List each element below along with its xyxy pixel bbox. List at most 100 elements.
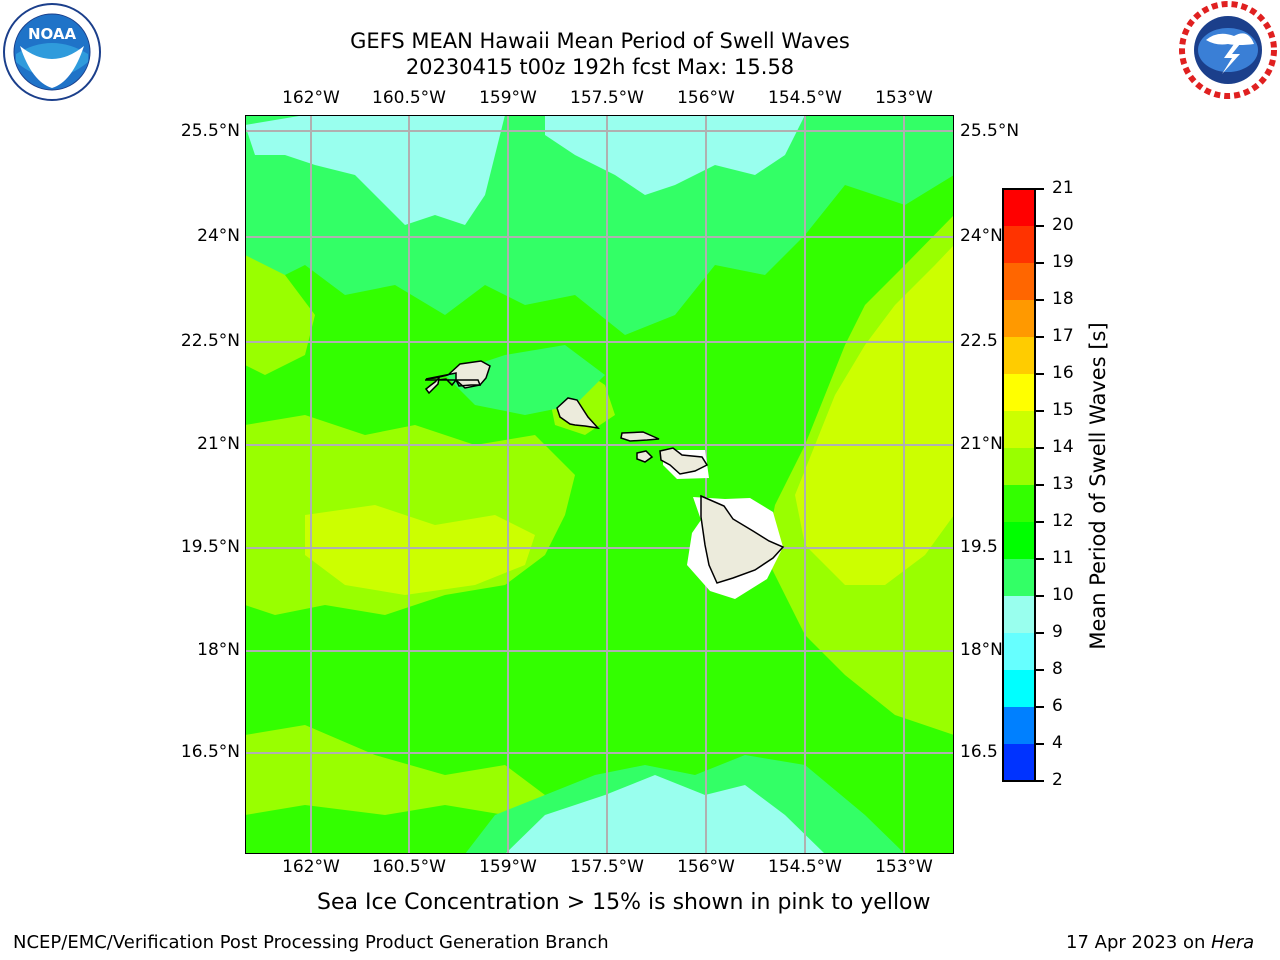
island-niihau	[424, 375, 441, 395]
colorbar-tick-label: 9	[1052, 622, 1063, 642]
colorbar-tick-mark	[1036, 262, 1044, 264]
colorbar-segment	[1003, 485, 1035, 523]
island-oahu	[556, 397, 600, 430]
colorbar-tick-mark	[1036, 188, 1044, 190]
chart-title-line2: 20230415 t00z 192h fcst Max: 15.58	[405, 55, 795, 79]
colorbar-tick-label: 8	[1052, 659, 1063, 679]
field-12-13-south	[245, 725, 545, 815]
colorbar-tick-label: 12	[1052, 511, 1074, 531]
colorbar-tick-mark	[1036, 780, 1044, 782]
noaa-logo: NOAA	[2, 2, 102, 102]
colorbar-segment	[1003, 559, 1035, 597]
colorbar-segment	[1003, 707, 1035, 745]
lat-tick-left: 19.5°N	[180, 537, 240, 557]
colorbar-segment	[1003, 448, 1035, 486]
field-13-14-west	[305, 505, 535, 595]
colorbar-segment	[1003, 633, 1035, 671]
footer-machine: Hera	[1211, 932, 1255, 953]
colorbar-segment	[1003, 374, 1035, 412]
lon-tick-top: 160.5°W	[372, 88, 446, 108]
lat-tick-left: 24°N	[197, 226, 240, 246]
lat-tick-left: 16.5°N	[180, 742, 240, 762]
lon-tick-bottom: 153°W	[875, 857, 933, 877]
colorbar-segment	[1003, 744, 1035, 782]
colorbar-tick-mark	[1036, 595, 1044, 597]
sea-ice-note: Sea Ice Concentration > 15% is shown in …	[317, 890, 931, 915]
field-13-14-east	[795, 245, 954, 585]
colorbar-tick-mark	[1036, 447, 1044, 449]
colorbar-segment	[1003, 263, 1035, 301]
island-molokai	[620, 431, 660, 442]
swell-period-map	[245, 115, 954, 854]
colorbar-tick-mark	[1036, 558, 1044, 560]
colorbar-tick-label: 14	[1052, 437, 1074, 457]
colorbar-tick-label: 15	[1052, 400, 1074, 420]
colorbar-tick-label: 2	[1052, 770, 1063, 790]
colorbar-tick-label: 16	[1052, 363, 1074, 383]
colorbar-segment	[1003, 596, 1035, 634]
colorbar-segment	[1003, 522, 1035, 560]
kauai-outline-detail	[425, 378, 482, 387]
chart-title-line1: GEFS MEAN Hawaii Mean Period of Swell Wa…	[350, 29, 850, 53]
lon-tick-bottom: 160.5°W	[372, 857, 446, 877]
colorbar-segment	[1003, 411, 1035, 449]
colorbar-tick-mark	[1036, 225, 1044, 227]
lat-tick-right: 18°N	[960, 640, 1003, 660]
lon-tick-bottom: 159°W	[479, 857, 537, 877]
field-9-10-south	[505, 775, 825, 854]
colorbar-tick-label: 17	[1052, 326, 1074, 346]
lon-tick-top: 157.5°W	[570, 88, 644, 108]
island-lanai	[636, 450, 654, 463]
colorbar-tick-mark	[1036, 669, 1044, 671]
colorbar-tick-mark	[1036, 706, 1044, 708]
colorbar-tick-label: 18	[1052, 289, 1074, 309]
lon-tick-top: 156°W	[677, 88, 735, 108]
colorbar-tick-mark	[1036, 484, 1044, 486]
lat-tick-right: 22.5	[960, 331, 998, 351]
lon-tick-top: 162°W	[282, 88, 340, 108]
colorbar-tick-label: 21	[1052, 178, 1074, 198]
field-12-13-west1	[245, 255, 315, 375]
nws-logo	[1178, 0, 1278, 100]
colorbar-tick-mark	[1036, 743, 1044, 745]
colorbar-tick-mark	[1036, 632, 1044, 634]
lat-tick-left: 18°N	[197, 640, 240, 660]
lat-tick-left: 22.5°N	[180, 331, 240, 351]
footer-branch: NCEP/EMC/Verification Post Processing Pr…	[13, 932, 609, 953]
map-gridlines	[245, 115, 954, 854]
hawaiian-islands	[424, 360, 785, 584]
colorbar-tick-label: 13	[1052, 474, 1074, 494]
colorbar-segment	[1003, 337, 1035, 375]
colorbar-segment	[1003, 226, 1035, 264]
colorbar-frame	[1002, 188, 1036, 782]
lat-tick-right: 25.5°N	[960, 121, 1020, 141]
colorbar-tick-label: 19	[1052, 252, 1074, 272]
island-hawaii	[700, 494, 785, 584]
colorbar	[1002, 188, 1036, 782]
colorbar-segment	[1003, 300, 1035, 338]
colorbar-tick-label: 4	[1052, 733, 1063, 753]
field-9-10-top2	[545, 115, 805, 195]
colorbar-tick-label: 11	[1052, 548, 1074, 568]
lat-tick-right: 16.5	[960, 742, 998, 762]
lat-tick-left: 25.5°N	[180, 121, 240, 141]
colorbar-segment	[1003, 670, 1035, 708]
lon-tick-bottom: 154.5°W	[768, 857, 842, 877]
lat-tick-right: 19.5	[960, 537, 998, 557]
footer-date: 17 Apr 2023 on Hera	[1066, 932, 1254, 953]
island-maui	[659, 447, 709, 475]
colorbar-tick-label: 20	[1052, 215, 1074, 235]
noaa-logo-text: NOAA	[28, 25, 77, 43]
lat-tick-right: 24°N	[960, 226, 1003, 246]
lon-tick-top: 159°W	[479, 88, 537, 108]
lat-tick-left: 21°N	[197, 434, 240, 454]
colorbar-tick-label: 6	[1052, 696, 1063, 716]
colorbar-tick-mark	[1036, 521, 1044, 523]
footer-date-text: 17 Apr 2023 on	[1066, 932, 1212, 953]
colorbar-tick-mark	[1036, 373, 1044, 375]
colorbar-tick-mark	[1036, 299, 1044, 301]
lon-tick-bottom: 157.5°W	[570, 857, 644, 877]
lon-tick-bottom: 162°W	[282, 857, 340, 877]
colorbar-tick-mark	[1036, 410, 1044, 412]
colorbar-segment	[1003, 189, 1035, 227]
